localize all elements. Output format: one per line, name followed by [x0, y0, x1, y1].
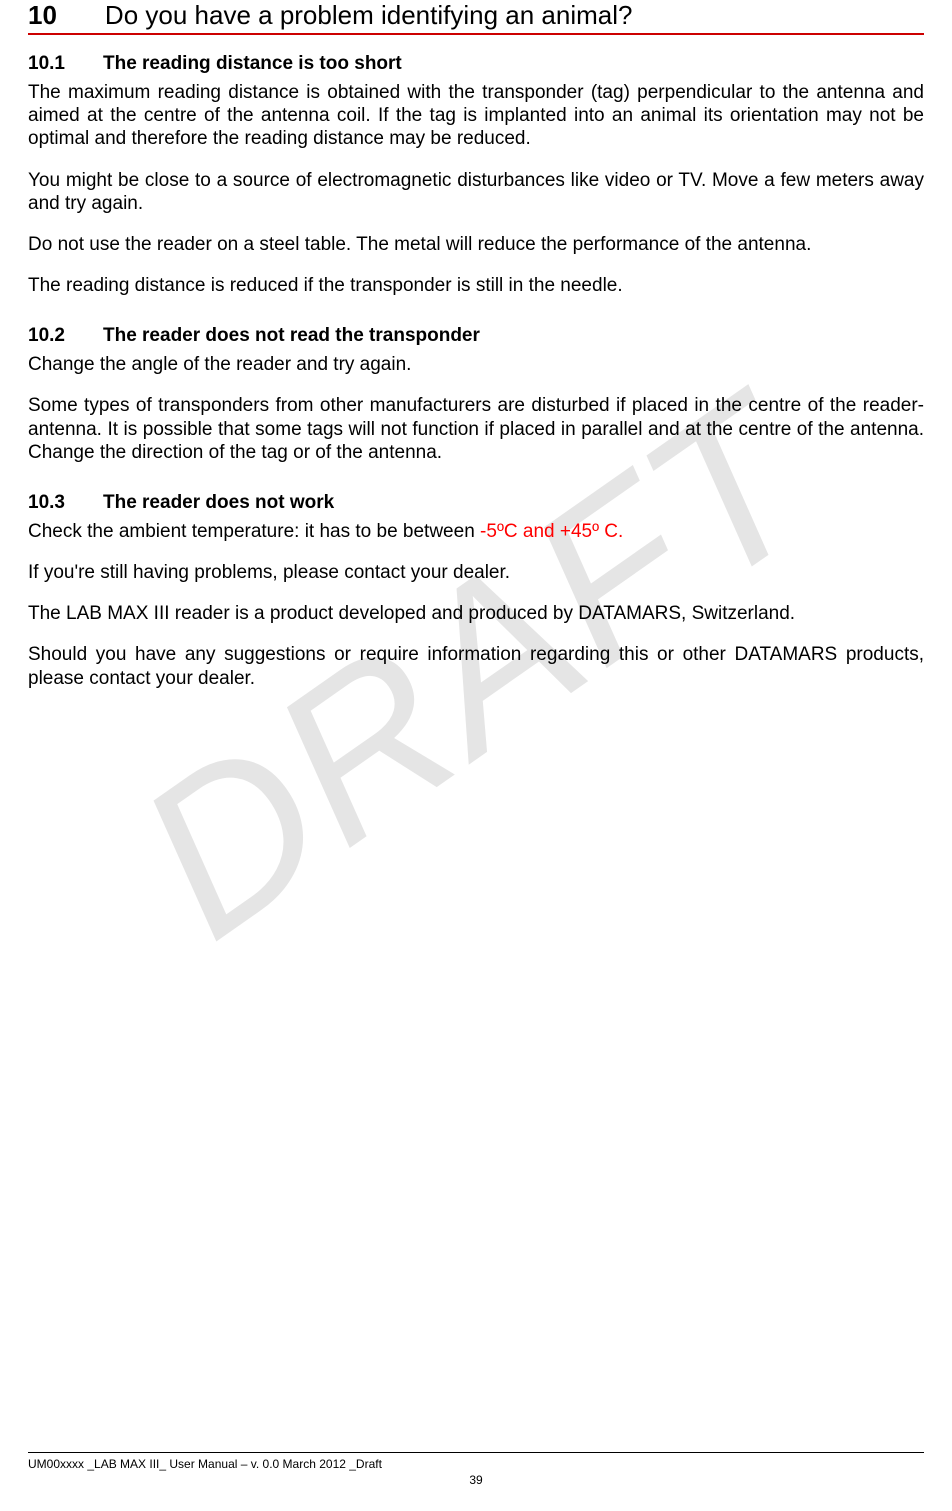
chapter-number: 10 — [28, 0, 57, 31]
section-heading: 10.3 The reader does not work — [28, 492, 924, 514]
paragraph: Should you have any suggestions or requi… — [28, 643, 924, 689]
section-title: The reader does not read the transponder — [103, 325, 480, 347]
section-number: 10.2 — [28, 325, 65, 347]
paragraph: Change the angle of the reader and try a… — [28, 353, 924, 376]
temp-text: Check the ambient temperature: it has to… — [28, 521, 480, 542]
paragraph: Do not use the reader on a steel table. … — [28, 233, 924, 256]
paragraph: Check the ambient temperature: it has to… — [28, 520, 924, 543]
section-title: The reader does not work — [103, 492, 334, 514]
section-10-1: 10.1 The reading distance is too short T… — [28, 53, 924, 297]
section-number: 10.3 — [28, 492, 65, 514]
footer-page-number: 39 — [28, 1473, 924, 1487]
paragraph: You might be close to a source of electr… — [28, 169, 924, 215]
paragraph: If you're still having problems, please … — [28, 561, 924, 584]
section-heading: 10.1 The reading distance is too short — [28, 53, 924, 75]
temperature-range: -5ºC and +45º C. — [480, 521, 623, 542]
page-content: 10 Do you have a problem identifying an … — [0, 0, 952, 690]
paragraph: The reading distance is reduced if the t… — [28, 274, 924, 297]
paragraph: The LAB MAX III reader is a product deve… — [28, 602, 924, 625]
paragraph: The maximum reading distance is obtained… — [28, 81, 924, 151]
chapter-heading: 10 Do you have a problem identifying an … — [28, 0, 924, 35]
section-title: The reading distance is too short — [103, 53, 402, 75]
section-number: 10.1 — [28, 53, 65, 75]
section-10-3: 10.3 The reader does not work Check the … — [28, 492, 924, 690]
section-10-2: 10.2 The reader does not read the transp… — [28, 325, 924, 464]
paragraph: Some types of transponders from other ma… — [28, 394, 924, 464]
footer-doc-info: UM00xxxx _LAB MAX III_ User Manual – v. … — [28, 1457, 924, 1471]
chapter-title: Do you have a problem identifying an ani… — [105, 0, 633, 31]
page-footer: UM00xxxx _LAB MAX III_ User Manual – v. … — [28, 1452, 924, 1487]
section-heading: 10.2 The reader does not read the transp… — [28, 325, 924, 347]
